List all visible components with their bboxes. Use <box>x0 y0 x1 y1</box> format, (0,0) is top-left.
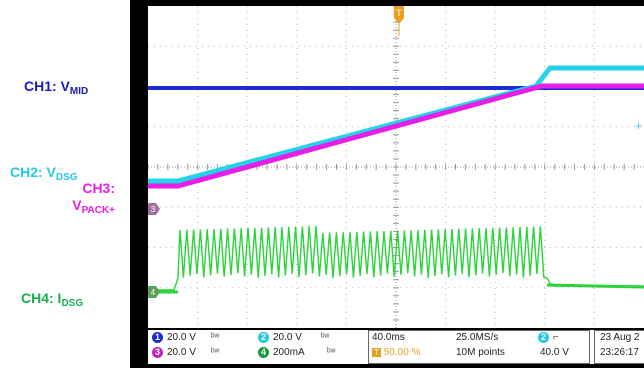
trigger-marker-label: T <box>396 8 402 18</box>
traces <box>148 65 644 294</box>
trigger-source[interactable]: 2 ⌐ <box>538 332 559 343</box>
ch3-ground-label: 3 <box>151 205 156 214</box>
ch2-scale: 20.0 V <box>273 332 302 344</box>
waveform-svg: T 3 4 + <box>148 6 644 328</box>
ch4-label-sub: DSG <box>61 298 84 309</box>
time: 23:26:17 <box>600 347 639 358</box>
ch2-readout[interactable]: 2 20.0 V ᵇʷ <box>258 332 329 343</box>
ch4-tail <box>546 283 644 289</box>
ch4-bw-icon: ᵇʷ <box>326 347 336 359</box>
trigger-level-marker: + <box>635 119 642 133</box>
ch4-ground-label: 4 <box>151 288 156 297</box>
trigger-pos-value: 50.00 % <box>383 347 421 358</box>
ch3-ground-marker <box>148 203 160 215</box>
ch2-label-prefix: CH2: V <box>10 164 56 180</box>
ch1-badge: 1 <box>152 332 163 343</box>
timebase: 40.0ms <box>372 332 405 343</box>
markers: T 3 4 + <box>148 6 642 298</box>
sample-rate: 25.0MS/s <box>456 332 499 343</box>
date: 23 Aug 2 <box>600 332 640 343</box>
ch4-readout[interactable]: 4 200mA ᵇʷ <box>258 347 336 358</box>
datetime-panel <box>594 330 644 364</box>
trigger-marker-icon <box>394 6 404 24</box>
record-length: 10M points <box>456 347 505 358</box>
trigger-source-badge: 2 <box>538 332 549 343</box>
ch2-bw-icon: ᵇʷ <box>320 332 330 344</box>
ch3-label-line1: CH3: <box>82 180 115 196</box>
ch2-label: CH2: VDSG <box>10 164 78 183</box>
ch4-ground-marker <box>148 286 160 298</box>
trigger-pos-icon: T <box>372 348 381 357</box>
ch3-readout[interactable]: 3 20.0 V ᵇʷ <box>152 347 219 358</box>
ch2-label-sub: DSG <box>55 172 78 183</box>
ch3-scale: 20.0 V <box>167 347 196 359</box>
waveform-display: T 3 4 + <box>148 6 644 328</box>
ch4-label-prefix: CH4: I <box>21 290 62 306</box>
ch3-label: CH3: VPACK+ <box>72 180 115 219</box>
ch1-label-sub: MID <box>69 86 89 97</box>
ch3-bw-icon: ᵇʷ <box>210 347 220 359</box>
ch4-scale: 200mA <box>273 347 305 359</box>
ch1-readout[interactable]: 1 20.0 V ᵇʷ <box>152 332 219 343</box>
ch3-label-line2: VPACK+ <box>72 197 115 219</box>
trigger-position: T 50.00 % <box>372 347 420 358</box>
ch4-label: CH4: IDSG <box>21 290 83 309</box>
ch1-label: CH1: VMID <box>24 78 88 97</box>
ch1-scale: 20.0 V <box>167 332 196 344</box>
horizontal-panel[interactable] <box>368 330 590 364</box>
rising-edge-icon: ⌐ <box>553 332 559 344</box>
ch4-badge: 4 <box>258 347 269 358</box>
ch3-badge: 3 <box>152 347 163 358</box>
status-bar: 1 20.0 V ᵇʷ 3 20.0 V ᵇʷ 2 20.0 V ᵇʷ 4 200mA … <box>148 330 644 364</box>
ch4-trace <box>148 225 644 291</box>
ch2-badge: 2 <box>258 332 269 343</box>
ch3-trace <box>148 83 644 189</box>
ch3-label-sub: PACK+ <box>81 205 115 216</box>
ch3-label-prefix: V <box>72 197 82 213</box>
ch1-bw-icon: ᵇʷ <box>210 332 220 344</box>
trigger-level: 40.0 V <box>540 347 569 358</box>
ch1-label-prefix: CH1: V <box>24 78 70 94</box>
